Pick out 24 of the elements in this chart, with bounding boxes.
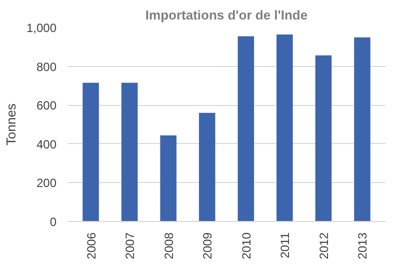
- bar: [121, 82, 138, 222]
- bar: [354, 37, 370, 222]
- x-tick-label: 2006: [84, 232, 98, 260]
- bar: [82, 82, 99, 222]
- bar: [238, 36, 254, 222]
- x-tick-label: 2008: [162, 232, 176, 260]
- y-tick-label: 400: [36, 137, 57, 152]
- bar: [276, 34, 293, 222]
- x-tick-label: 2007: [123, 232, 138, 260]
- y-axis-title: Tonnes: [3, 103, 18, 146]
- bar: [315, 55, 332, 222]
- x-tick-label: 2011: [278, 232, 292, 258]
- x-tick-label: 2012: [316, 232, 331, 260]
- chart-title: Importations d'or de l'Inde: [145, 8, 308, 22]
- x-tick-label: 2010: [239, 232, 254, 260]
- y-tick-label: 600: [36, 98, 57, 113]
- x-tick-label: 2009: [200, 232, 215, 260]
- bar: [198, 112, 216, 222]
- bar: [160, 135, 176, 222]
- x-tick-label: 2013: [356, 232, 370, 260]
- y-tick-label: 200: [36, 176, 57, 190]
- y-tick-label: 0: [50, 215, 57, 229]
- y-tick-label: 800: [36, 60, 57, 74]
- y-tick-label: 1,000: [26, 21, 57, 35]
